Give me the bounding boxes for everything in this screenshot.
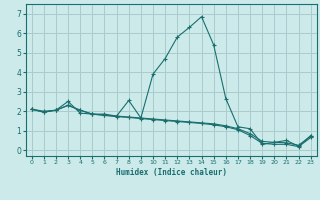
X-axis label: Humidex (Indice chaleur): Humidex (Indice chaleur) <box>116 168 227 177</box>
